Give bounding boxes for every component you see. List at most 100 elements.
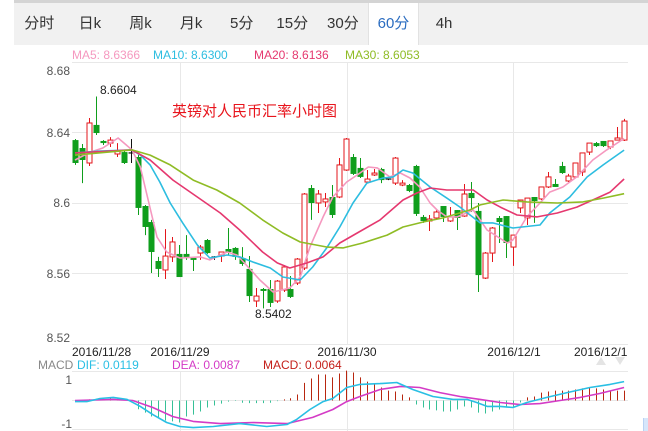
corner-widget[interactable]	[643, 418, 648, 431]
ma-legend: MA5: 8.6366 MA10: 8.6300 MA20: 8.6136 MA…	[72, 48, 420, 62]
candle-up	[253, 287, 260, 307]
date-label: 2016/11/28	[72, 345, 131, 359]
scroll-up-icon[interactable]	[596, 357, 606, 365]
legend-ma30: MA30: 8.6053	[345, 48, 420, 62]
candle-down	[350, 154, 357, 175]
candle-down	[100, 140, 107, 146]
moving-average-lines	[74, 137, 625, 293]
candle-up	[343, 137, 350, 171]
candle-up	[545, 171, 552, 189]
legend-ma20: MA20: 8.6136	[254, 48, 329, 62]
macd-legend: MACD DIF: 0.0119 DEA: 0.0087 MACD: 0.006…	[38, 358, 342, 372]
candle-down	[190, 257, 197, 272]
candle-up	[86, 118, 93, 166]
legend-dea: DEA: 0.0087	[172, 358, 240, 372]
price-axis: 8.68 8.64 8.6 8.56 8.52	[47, 64, 71, 345]
date-label: 2016/11/29	[150, 345, 209, 359]
dea-line	[74, 385, 625, 425]
candle-up	[169, 237, 176, 263]
scroll-down-icon[interactable]	[615, 357, 625, 365]
candle-up	[301, 192, 308, 270]
candle-down	[531, 197, 538, 223]
candle-up	[538, 186, 545, 201]
candle-up	[433, 210, 440, 220]
candle-down	[183, 235, 190, 260]
candle-doji	[385, 178, 392, 181]
y-tick-label: 8.6	[53, 196, 70, 210]
chart-title: 英镑对人民币汇率小时图	[172, 102, 337, 120]
candle-up	[399, 180, 406, 187]
candle-down	[176, 244, 183, 278]
macd-series	[74, 370, 625, 429]
candle-down	[600, 140, 607, 147]
date-label: 2016/12/1	[574, 345, 628, 359]
tab-5min[interactable]: 5分	[230, 15, 254, 32]
price-grid	[72, 62, 628, 345]
candle-down	[329, 185, 336, 218]
candle-up	[392, 156, 399, 186]
macd-panel-label: MACD	[38, 358, 74, 372]
candle-up	[565, 173, 572, 183]
candle-down	[413, 164, 420, 217]
candle-down	[593, 142, 600, 147]
low-annotation: 8.5402	[255, 307, 292, 321]
candle-up	[371, 168, 378, 177]
ma10-line	[74, 149, 625, 281]
candle-down	[503, 216, 510, 258]
tab-daily-k[interactable]: 日k	[78, 15, 102, 32]
candle-down	[225, 228, 232, 255]
candle-down	[148, 219, 155, 273]
candle-up	[281, 265, 288, 293]
candle-down	[246, 256, 253, 303]
candle-down	[308, 185, 315, 220]
candle-up	[364, 170, 371, 184]
candle-down	[552, 179, 559, 187]
candle-down	[406, 183, 413, 193]
candle-up	[315, 189, 322, 214]
date-axis: 2016/11/28 2016/11/29 2016/11/30 2016/12…	[72, 345, 628, 359]
candle-down	[232, 247, 239, 260]
tab-intraday[interactable]: 分时	[24, 15, 55, 32]
candle-down	[260, 287, 267, 309]
legend-ma5: MA5: 8.6366	[72, 48, 140, 62]
y-tick-label: 8.68	[47, 64, 71, 78]
candle-down	[142, 204, 149, 236]
candle-up	[336, 158, 343, 199]
legend-dif: DIF: 0.0119	[77, 358, 139, 372]
candle-up	[586, 142, 593, 156]
tab-15min[interactable]: 15分	[276, 15, 309, 32]
ma30-line	[74, 149, 625, 249]
tab-60min[interactable]: 60分	[368, 3, 419, 45]
candle-down	[121, 151, 128, 165]
candle-down	[559, 161, 566, 174]
candle-up	[322, 192, 329, 208]
y-tick-label: 8.52	[47, 331, 71, 345]
tab-4h[interactable]: 4h	[435, 15, 453, 32]
candle-up	[614, 127, 621, 141]
tab-weekly-k[interactable]: 周k	[129, 15, 152, 32]
candle-up	[621, 118, 628, 141]
candlestick-series	[72, 96, 628, 309]
candle-down	[468, 182, 475, 212]
candle-up	[426, 214, 433, 232]
macd-y-tick: -1	[61, 417, 72, 431]
legend-macd: MACD: 0.0064	[263, 358, 342, 372]
ma20-line	[74, 149, 625, 269]
tab-30min[interactable]: 30分	[327, 15, 359, 32]
candle-up	[572, 162, 579, 178]
macd-y-tick: 1	[65, 373, 72, 387]
candle-up	[162, 229, 169, 279]
dif-line	[75, 380, 625, 429]
date-label: 2016/12/1	[487, 345, 541, 359]
candle-down	[155, 256, 162, 278]
y-tick-label: 8.64	[47, 126, 71, 140]
candle-down	[79, 143, 86, 184]
high-annotation: 8.6604	[100, 83, 137, 97]
legend-ma10: MA10: 8.6300	[153, 48, 228, 62]
tab-monthly-k[interactable]: 月k	[179, 15, 203, 32]
date-label: 2016/11/30	[317, 345, 376, 359]
y-tick-label: 8.56	[47, 267, 71, 281]
candle-down	[267, 280, 274, 307]
candle-up	[482, 251, 489, 279]
